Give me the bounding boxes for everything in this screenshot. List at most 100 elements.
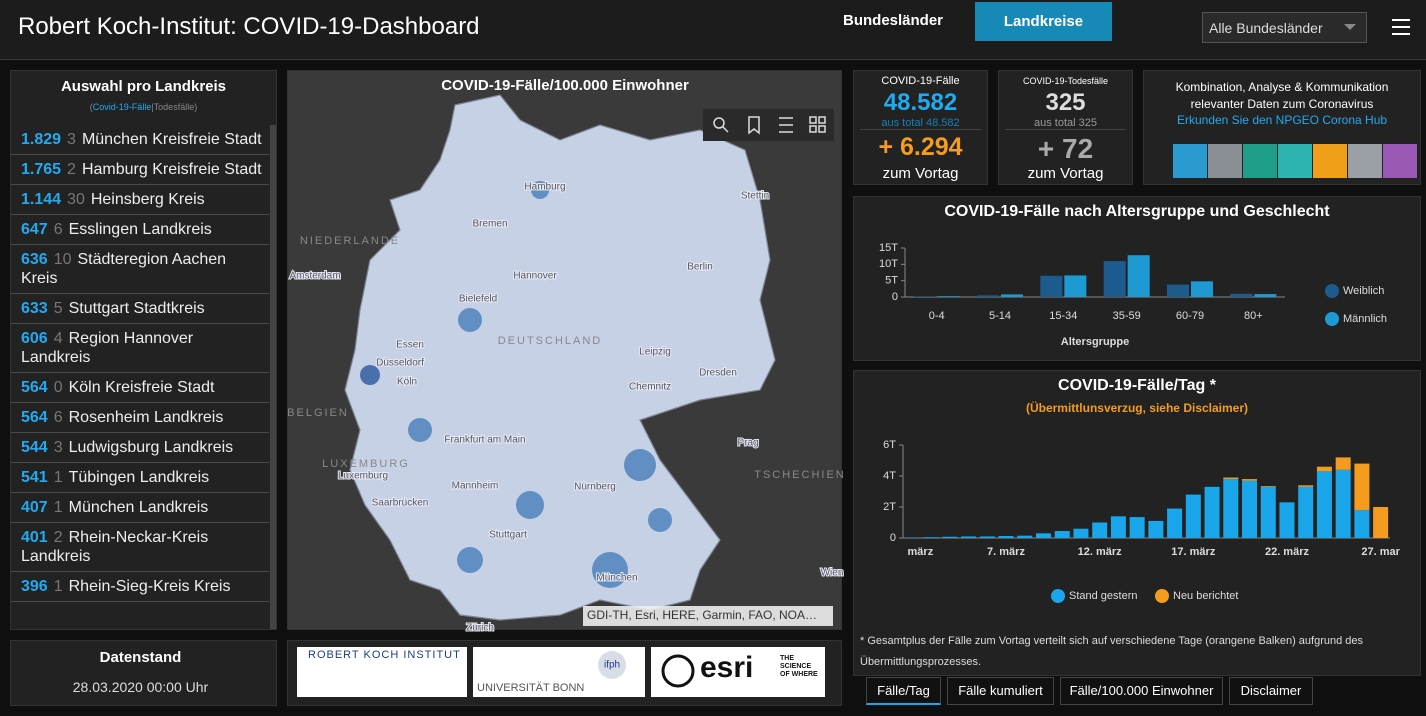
map-label: Frankfurt am Main: [444, 435, 525, 446]
row-name: Hamburg Kreisfreie Stadt: [81, 161, 262, 178]
row-cases: 407: [21, 499, 48, 516]
date-title: Datenstand: [99, 649, 182, 666]
legend-label: Weiblich: [1343, 285, 1384, 297]
hub-link[interactable]: Erkunden Sie den NPGEO Corona Hub: [1176, 113, 1388, 127]
logo-rki[interactable]: [297, 647, 467, 697]
list-row[interactable]: 544 3 Ludwigsburg Landkreis: [11, 433, 269, 463]
list-row[interactable]: 396 1 Rhein-Sieg-Kreis Kreis: [11, 572, 269, 602]
list-row[interactable]: 633 5 Stuttgart Stadtkreis: [11, 294, 269, 324]
legend-label: Männlich: [1343, 313, 1387, 325]
list-row[interactable]: 564 6 Rosenheim Landkreis: [11, 403, 269, 433]
map-hotspots: [360, 181, 672, 588]
map-label: Essen: [396, 340, 424, 351]
x-tick-label: 17. märz: [1171, 546, 1216, 558]
y-tick-label: 10T: [879, 258, 898, 270]
row-name: Tübingen Landkreis: [68, 469, 210, 486]
bottom-tab[interactable]: Fälle kumuliert: [947, 677, 1054, 705]
legend-swatch: [1325, 284, 1339, 298]
logo-text: UNIVERSITÄT BONN: [477, 682, 584, 694]
map-label: NIEDERLANDE: [300, 235, 400, 247]
kpi-delta: + 72: [1037, 133, 1094, 164]
bar-segment: [1223, 479, 1239, 538]
y-tick-label: 2T: [883, 501, 896, 513]
hub-icon[interactable]: [1173, 144, 1207, 178]
row-name: München Landkreis: [68, 499, 209, 516]
x-tick-label: 5-14: [989, 310, 1011, 322]
x-tick-label: 22. märz: [1265, 546, 1310, 558]
map-label: Düsseldorf: [376, 358, 424, 369]
list-row[interactable]: 1.765 2 Hamburg Kreisfreie Stadt: [11, 155, 269, 185]
bar-segment: [1335, 469, 1351, 538]
menu-button[interactable]: [1392, 19, 1410, 35]
map-label: Zürich: [466, 623, 494, 634]
list-row[interactable]: 647 6 Esslingen Landkreis: [11, 215, 269, 245]
chart-subtitle: (Übermittlunsverzug, siehe Disclaimer): [1026, 400, 1248, 415]
tab-active[interactable]: Landkreise: [975, 2, 1112, 41]
logo-panel: [287, 640, 842, 706]
legend-text: ): [194, 102, 198, 112]
hub-icon[interactable]: [1348, 144, 1382, 178]
hub-icon[interactable]: [1278, 144, 1312, 178]
list-row[interactable]: 407 1 München Landkreis: [11, 493, 269, 523]
map-label: TSCHECHIEN: [754, 469, 846, 481]
x-tick-label: 27. mar: [1361, 546, 1400, 558]
list-row[interactable]: 636 10 Städteregion Aachen Kreis: [11, 245, 269, 294]
bar: [1254, 294, 1277, 297]
list-row[interactable]: 541 1 Tübingen Landkreis: [11, 463, 269, 493]
bar-segment: [1242, 480, 1258, 538]
bar-segment: [1335, 457, 1351, 470]
row-deaths: 3: [53, 439, 63, 456]
bar-segment: [1373, 507, 1389, 538]
list-row[interactable]: 1.144 30 Heinsberg Kreis: [11, 185, 269, 215]
bar-segment: [1298, 485, 1314, 487]
hub-icon[interactable]: [1383, 144, 1417, 178]
bar: [1001, 294, 1023, 297]
tab[interactable]: Bundesländer: [843, 12, 944, 29]
legend-text[interactable]: Covid-19-Fälle: [92, 102, 152, 112]
row-cases: 564: [21, 379, 48, 396]
logo-text: THE SCIENCE OF WHERE: [780, 655, 818, 678]
list-row[interactable]: 564 0 Köln Kreisfreie Stadt: [11, 373, 269, 403]
map-label: Saarbrücken: [372, 498, 429, 509]
hub-icon[interactable]: [1313, 144, 1347, 178]
hub-icon[interactable]: [1208, 144, 1242, 178]
date-value: 28.03.2020 00:00 Uhr: [72, 679, 209, 695]
legend-text: |: [151, 102, 154, 112]
chart-title: COVID-19-Fälle/Tag *: [1058, 377, 1217, 394]
legend-swatch: [1155, 589, 1169, 603]
map-label: Hannover: [513, 271, 557, 282]
bar: [977, 295, 999, 297]
dropdown[interactable]: Alle Bundesländer: [1202, 12, 1367, 43]
hub-icon[interactable]: [1243, 144, 1277, 178]
row-name: Stuttgart Stadtkreis: [68, 300, 205, 317]
logo-mark: [598, 651, 626, 679]
legend-swatch: [1325, 312, 1339, 326]
logo-text: ROBERT KOCH INSTITUT: [308, 649, 461, 661]
map-toolbar[interactable]: [703, 109, 834, 141]
list-row[interactable]: 606 4 Region Hannover Landkreis: [11, 324, 269, 373]
x-tick-label: 80+: [1244, 310, 1263, 322]
row-cases: 636: [21, 251, 48, 268]
bottom-tab[interactable]: Disclaimer: [1229, 677, 1313, 705]
scrollbar[interactable]: [270, 125, 276, 629]
bar-segment: [961, 536, 977, 538]
map-label: Dresden: [699, 368, 737, 379]
logo-text: ifph: [604, 660, 620, 671]
list-row[interactable]: 401 2 Rhein-Neckar-Kreis Landkreis: [11, 523, 269, 572]
row-deaths: 10: [53, 251, 72, 268]
row-cases: 1.829: [21, 131, 62, 148]
row-name: Rhein-Sieg-Kreis Kreis: [68, 578, 231, 595]
row-name: Esslingen Landkreis: [68, 221, 212, 238]
row-cases: 1.144: [21, 191, 62, 208]
logo-slogan-box: THE SCIENCE OF WHERE: [780, 655, 818, 678]
legend-text[interactable]: Todesfälle: [153, 102, 195, 112]
bottom-tab[interactable]: Fälle/Tag: [866, 677, 941, 705]
bottom-tab[interactable]: Fälle/100.000 Einwohner: [1060, 677, 1223, 705]
row-cases: 541: [21, 469, 48, 486]
bar-segment: [1129, 517, 1145, 538]
kpi-total: aus total 48.582: [881, 117, 960, 129]
list-legend: (Covid-19-Fälle|Todesfälle): [11, 102, 276, 112]
row-name: München Kreisfreie Stadt: [81, 131, 262, 148]
row-cases: 633: [21, 300, 48, 317]
list-row[interactable]: 1.829 3 München Kreisfreie Stadt: [11, 125, 269, 155]
